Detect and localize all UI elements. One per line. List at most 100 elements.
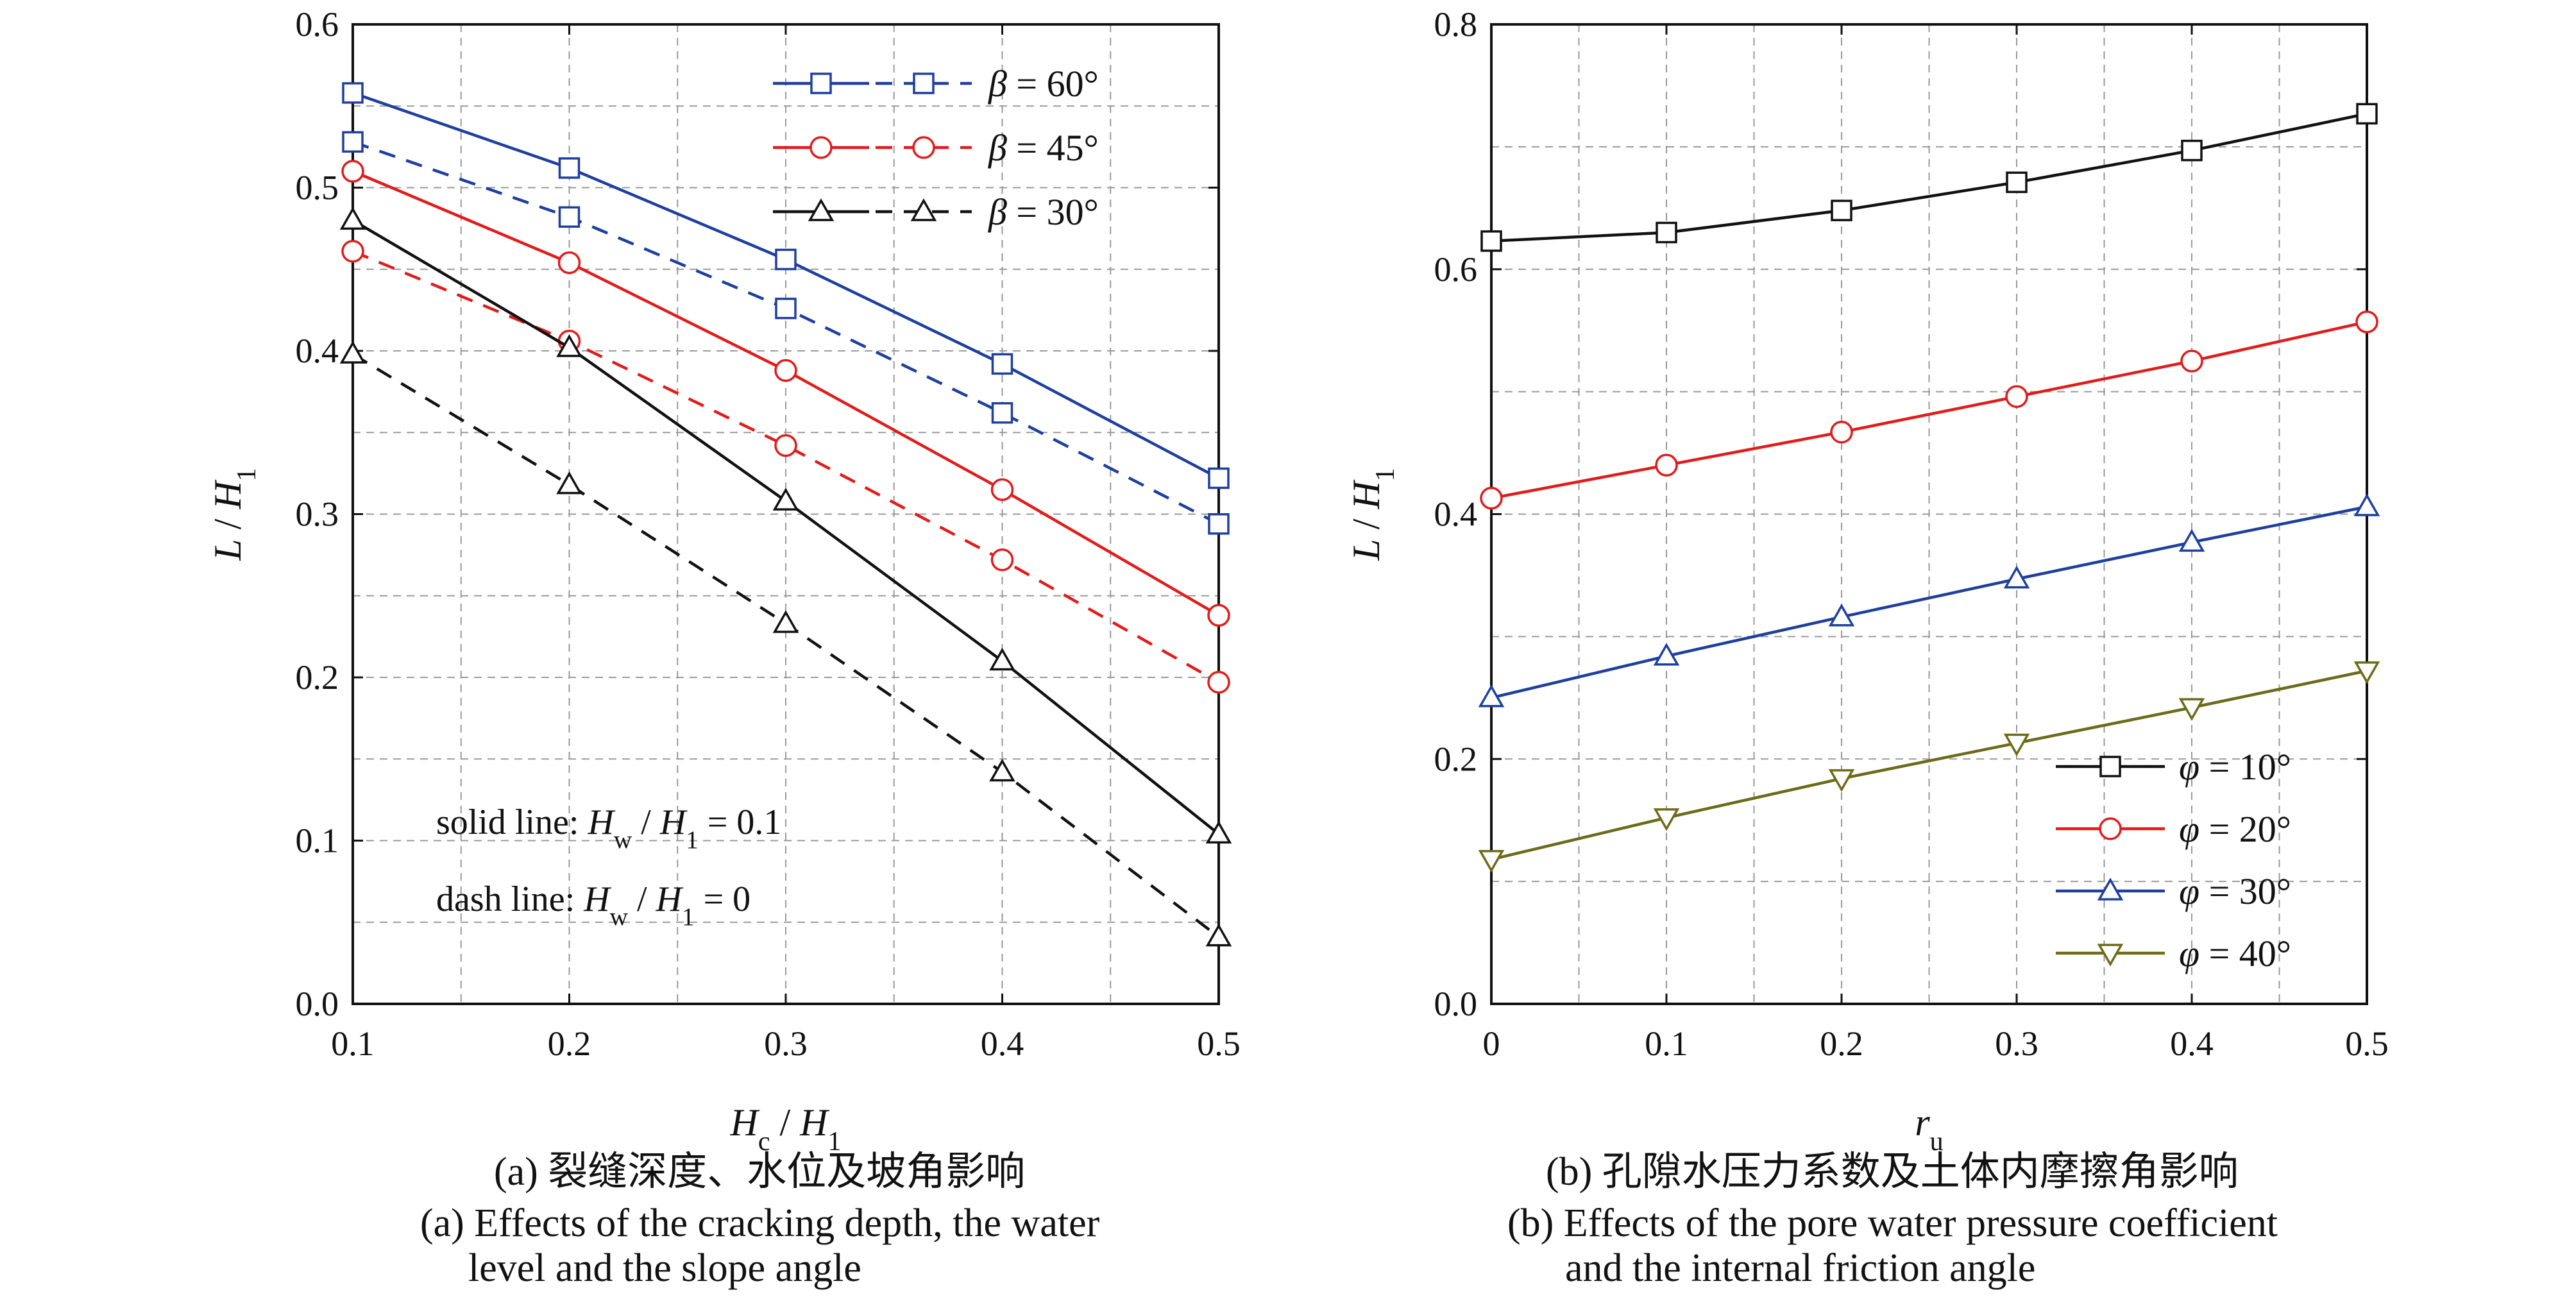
x-tick-label: 0.3 <box>1995 1024 2038 1063</box>
data-point-marker <box>1205 923 1232 947</box>
annotation-text: solid line: Hw / H1 = 0.1 <box>436 802 781 854</box>
chart-a: 0.1 0.2 0.3 0.4 0.50.00.10.20.30.40.50.6Hc /… <box>207 5 1241 1157</box>
legend-marker <box>912 136 935 159</box>
y-tick-label: 0.3 <box>296 495 339 534</box>
x-tick-label: 0.3 <box>764 1024 808 1063</box>
data-point-marker <box>1480 486 1503 510</box>
x-tick-label: 0.2 <box>1820 1024 1863 1063</box>
data-point-marker <box>556 471 582 495</box>
x-tick-label: 0.5 <box>1197 1024 1241 1063</box>
data-point-marker <box>775 298 797 319</box>
x-tick-label: 0.5 <box>2345 1024 2389 1063</box>
legend-marker <box>910 198 937 221</box>
y-tick-label: 0.4 <box>1434 495 1478 534</box>
legend-marker <box>2097 877 2124 901</box>
data-point-marker <box>1207 604 1230 627</box>
y-axis-label: L / H1 <box>1345 468 1400 561</box>
data-point-marker <box>991 402 1013 424</box>
y-tick-label: 0.1 <box>296 822 339 860</box>
series-line <box>1491 112 2368 243</box>
legend-label: β = 45° <box>988 127 1099 169</box>
data-point-marker <box>557 251 581 275</box>
data-point-marker <box>2003 733 2030 757</box>
x-axis-label: Hc / H1 <box>729 1101 841 1157</box>
caption-b-english-line1: (b) Effects of the pore water pressure c… <box>1507 1201 2278 1245</box>
legend-label: φ = 40° <box>2179 933 2291 974</box>
x-tick-label: 0.4 <box>981 1024 1024 1063</box>
data-point-marker <box>1653 643 1680 666</box>
x-tick-label: 0 <box>1483 1024 1500 1063</box>
data-point-marker <box>1830 420 1853 444</box>
caption-a-english-line2: level and the slope angle <box>468 1246 861 1290</box>
data-point-marker <box>1208 513 1230 535</box>
data-point-marker <box>1828 769 1855 792</box>
data-point-marker <box>1828 604 1855 627</box>
legend-marker <box>2099 817 2122 840</box>
data-point-marker <box>989 758 1015 782</box>
y-tick-label: 0.5 <box>296 169 339 207</box>
legend-marker <box>808 198 835 221</box>
data-point-marker <box>2181 139 2203 162</box>
data-point-marker <box>2006 171 2028 193</box>
legend-label: β = 30° <box>988 191 1099 233</box>
x-tick-label: 0.1 <box>331 1024 375 1063</box>
data-point-marker <box>772 487 799 511</box>
y-tick-label: 0.4 <box>296 332 339 370</box>
data-point-marker <box>1656 221 1677 244</box>
series-line <box>352 250 1220 684</box>
caption-b-english-line2: and the internal friction angle <box>1565 1246 2036 1290</box>
data-point-marker <box>339 207 366 230</box>
data-point-marker <box>2003 565 2030 589</box>
caption-a-english-line1: (a) Effects of the cracking depth, the w… <box>420 1201 1100 1245</box>
legend-marker <box>913 72 935 94</box>
data-point-marker <box>1478 684 1505 708</box>
data-point-marker <box>1480 230 1502 252</box>
data-point-marker <box>772 610 799 633</box>
data-point-marker <box>774 359 797 382</box>
data-point-marker <box>991 353 1013 375</box>
data-point-marker <box>2353 661 2380 684</box>
legend-marker <box>2097 944 2124 967</box>
data-point-marker <box>2180 350 2203 373</box>
data-point-marker <box>1205 820 1232 844</box>
y-axis-label: L / H1 <box>207 468 262 561</box>
chart-b: 0 0.1 0.2 0.3 0.4 0.5 0.0 0.2 0.4 0.6 0.8 ru L / H1 φ… <box>1345 5 2389 1157</box>
data-point-marker <box>556 334 582 357</box>
y-tick-label: 0.6 <box>296 5 339 44</box>
data-point-marker <box>558 206 580 228</box>
data-point-marker <box>989 647 1015 671</box>
data-point-marker <box>342 82 364 104</box>
data-point-marker <box>1208 467 1230 489</box>
caption-a-chinese: (a) 裂缝深度、水位及坡角影响 <box>494 1150 1026 1194</box>
y-tick-label: 0.6 <box>1434 250 1478 289</box>
data-point-marker <box>1207 670 1230 694</box>
caption-b-chinese: (b) 孔隙水压力系数及土体内摩擦角影响 <box>1546 1150 2239 1194</box>
x-tick-label: 0.2 <box>548 1024 591 1063</box>
y-tick-label: 0.2 <box>1434 740 1478 778</box>
data-point-marker <box>2005 385 2028 409</box>
y-tick-label: 0.2 <box>296 658 339 697</box>
data-point-marker <box>2178 529 2205 552</box>
data-point-marker <box>2355 310 2378 334</box>
data-point-marker <box>990 548 1014 572</box>
series-line <box>1491 320 2368 500</box>
legend-label: β = 60° <box>988 63 1099 105</box>
legend-label: φ = 30° <box>2179 870 2291 912</box>
legend-label: φ = 10° <box>2179 746 2291 788</box>
data-point-marker <box>342 131 364 153</box>
x-tick-label: 0.1 <box>1645 1024 1688 1063</box>
data-point-marker <box>558 157 580 179</box>
data-point-marker <box>774 434 797 457</box>
data-point-marker <box>1655 454 1678 477</box>
data-point-marker <box>339 341 366 364</box>
legend-marker <box>2099 756 2121 777</box>
data-point-marker <box>341 160 364 183</box>
data-point-marker <box>2353 493 2380 516</box>
data-point-marker <box>2178 698 2205 721</box>
legend-label: φ = 20° <box>2179 808 2291 850</box>
legend-marker <box>809 136 833 159</box>
legend-marker <box>810 72 832 94</box>
y-tick-label: 0.0 <box>1434 985 1478 1023</box>
series-line <box>1491 505 2368 699</box>
